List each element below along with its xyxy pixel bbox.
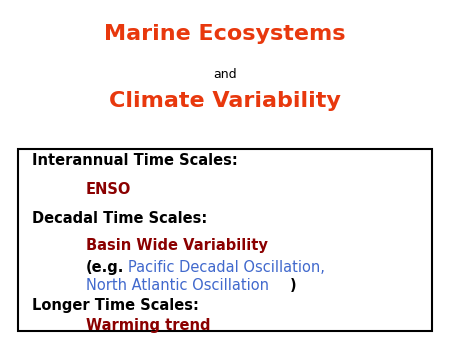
Text: Interannual Time Scales:: Interannual Time Scales: <box>32 153 237 168</box>
Text: Longer Time Scales:: Longer Time Scales: <box>32 298 198 313</box>
Text: and: and <box>213 68 237 80</box>
Text: Basin Wide Variability: Basin Wide Variability <box>86 238 267 252</box>
Text: North Atlantic Oscillation: North Atlantic Oscillation <box>86 278 269 293</box>
Text: ENSO: ENSO <box>86 182 131 197</box>
Text: Decadal Time Scales:: Decadal Time Scales: <box>32 211 207 225</box>
Text: ): ) <box>290 278 297 293</box>
Text: Warming trend: Warming trend <box>86 318 210 333</box>
Text: Marine Ecosystems: Marine Ecosystems <box>104 24 346 44</box>
Text: (e.g.: (e.g. <box>86 260 124 274</box>
Text: Climate Variability: Climate Variability <box>109 91 341 111</box>
Text: Pacific Decadal Oscillation,: Pacific Decadal Oscillation, <box>128 260 325 274</box>
Bar <box>18 149 432 331</box>
